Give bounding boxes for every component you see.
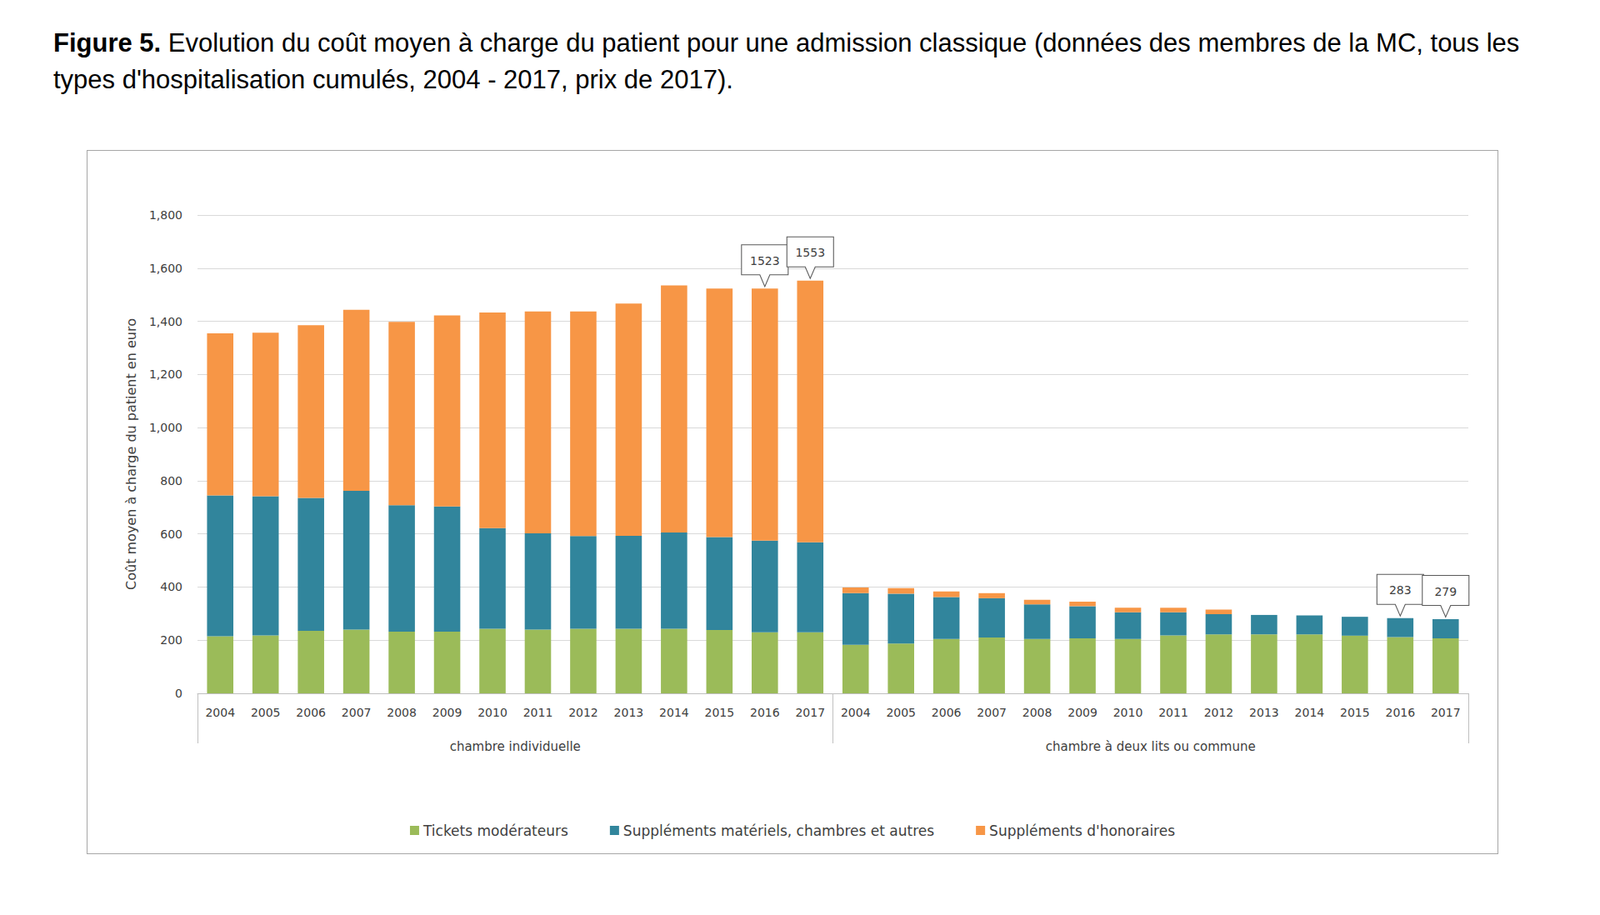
svg-text:2017: 2017: [1430, 705, 1461, 720]
svg-text:2004: 2004: [205, 705, 235, 720]
svg-text:2005: 2005: [885, 705, 916, 720]
svg-text:2009: 2009: [432, 705, 463, 720]
svg-text:2012: 2012: [568, 705, 599, 720]
svg-text:1,000: 1,000: [149, 420, 183, 435]
svg-text:2005: 2005: [250, 705, 281, 720]
svg-text:2015: 2015: [1340, 705, 1370, 720]
svg-text:Tickets modérateurs: Tickets modérateurs: [422, 822, 569, 840]
svg-text:2013: 2013: [1249, 705, 1280, 720]
svg-text:2008: 2008: [1022, 705, 1053, 720]
svg-text:2007: 2007: [341, 705, 372, 720]
svg-text:2004: 2004: [840, 705, 871, 720]
svg-text:1523: 1523: [750, 254, 780, 268]
svg-text:Coût moyen à charge du patient: Coût moyen à charge du patient en euro: [123, 318, 140, 590]
svg-text:2013: 2013: [614, 705, 645, 720]
svg-text:2016: 2016: [1385, 705, 1415, 720]
svg-text:2015: 2015: [705, 705, 735, 720]
svg-text:2008: 2008: [386, 705, 417, 720]
svg-text:2017: 2017: [795, 705, 825, 720]
svg-text:1553: 1553: [795, 245, 825, 260]
svg-text:2014: 2014: [659, 705, 690, 720]
svg-text:2010: 2010: [477, 705, 508, 720]
svg-text:chambre individuelle: chambre individuelle: [450, 739, 581, 755]
svg-text:2007: 2007: [976, 705, 1007, 720]
html-text:Figure 5. Evolution du coût mo: Figure 5. Evolution du coût moyen à char…: [53, 28, 1520, 95]
svg-text:600: 600: [160, 527, 183, 541]
svg-text:1,600: 1,600: [149, 261, 183, 275]
svg-text:200: 200: [160, 633, 183, 647]
svg-text:2006: 2006: [295, 705, 326, 720]
svg-text:279: 279: [1434, 585, 1457, 599]
svg-text:1,800: 1,800: [149, 208, 183, 222]
svg-text:Suppléments d'honoraires: Suppléments d'honoraires: [989, 822, 1175, 840]
svg-text:800: 800: [160, 474, 183, 488]
svg-text:chambre à deux lits ou commune: chambre à deux lits ou commune: [1045, 739, 1256, 755]
svg-text:2011: 2011: [1158, 705, 1189, 720]
svg-text:2006: 2006: [931, 705, 962, 720]
svg-text:2010: 2010: [1113, 705, 1144, 720]
svg-text:1,200: 1,200: [149, 367, 183, 381]
svg-text:400: 400: [160, 580, 183, 594]
svg-text:2011: 2011: [523, 705, 554, 720]
svg-text:283: 283: [1389, 583, 1412, 597]
svg-text:0: 0: [175, 686, 183, 700]
svg-text:2014: 2014: [1295, 705, 1325, 720]
svg-text:2009: 2009: [1067, 705, 1098, 720]
svg-text:2016: 2016: [750, 705, 780, 720]
svg-text:1,400: 1,400: [149, 315, 183, 329]
svg-text:Suppléments matériels, chambre: Suppléments matériels, chambres et autre…: [623, 822, 935, 840]
svg-text:2012: 2012: [1204, 705, 1235, 720]
